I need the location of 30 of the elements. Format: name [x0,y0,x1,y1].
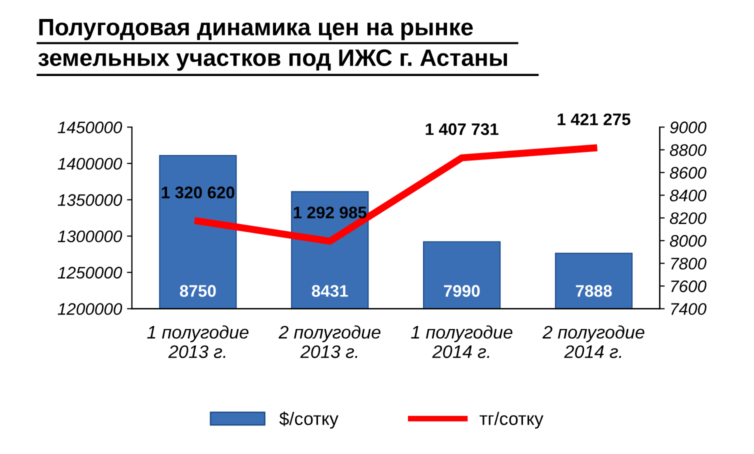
data-label: 1 407 731 [426,123,498,136]
data-label: 1 320 620 [162,186,234,198]
x-tick-label: 2 полугодие 2013 г. [278,325,380,358]
y2-tick-label: 8200 [670,212,706,224]
y2-tick-label: 7600 [671,280,706,292]
data-label: 1 292 985 [294,206,366,218]
data-label: 8750 [180,285,216,297]
chart-title: Полугодовая динамика цен на рынке земельных участков под ИЖС г. Астаны [38,19,507,71]
y-tick-label: 1250000 [58,266,122,279]
x-tick-label: 1 полугодие 2013 г. [147,325,248,358]
y2-tick-label: 8000 [670,235,706,247]
x-tick-label: 1 полугодие 2014 г. [411,325,512,358]
data-label: 7888 [576,285,612,297]
x-tick-label: 2 полугодие 2014 г. [542,325,644,358]
data-label: 7990 [444,285,480,297]
y-tick-label: 1350000 [58,194,122,206]
y2-tick-label: 7400 [671,303,706,315]
data-label: 8431 [312,285,348,297]
y-tick-label: 1300000 [58,230,122,242]
legend-label: $/сотку [279,412,338,429]
y2-tick-label: 8600 [670,166,706,179]
data-label: 1 421 275 [558,113,630,126]
y2-tick-label: 9000 [670,122,706,134]
y-tick-label: 1200000 [58,303,122,315]
y2-tick-label: 8400 [670,190,706,202]
y-tick-label: 1400000 [58,158,122,170]
y2-tick-label: 7800 [671,258,706,270]
y-tick-label: 1450000 [58,122,122,134]
y2-tick-label: 8800 [670,144,706,156]
legend-label: тг/сотку [480,412,544,429]
